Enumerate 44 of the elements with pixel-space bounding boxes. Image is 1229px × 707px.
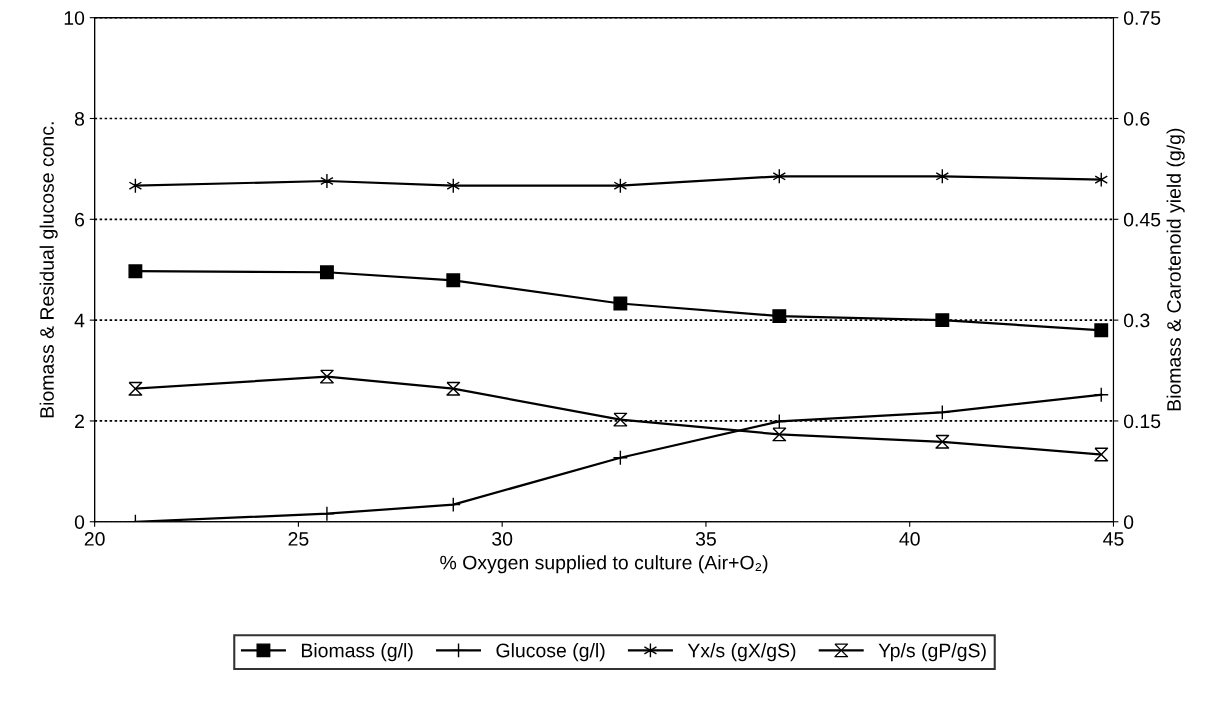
y2-tick-label: 0.75 — [1123, 11, 1161, 25]
legend-label: Biomass (g/l) — [301, 643, 413, 662]
y-axis-title: Biomass & Residual glucose conc. — [39, 122, 58, 418]
x-tick-label: 20 — [84, 532, 105, 546]
y2-tick-label: 0.45 — [1123, 212, 1161, 227]
y-tick-label: 8 — [74, 111, 85, 126]
y-tick-label: 10 — [64, 11, 85, 25]
x-tick-label: 40 — [899, 532, 920, 546]
point — [128, 264, 143, 279]
point — [935, 434, 950, 449]
point — [612, 450, 628, 466]
point — [935, 313, 950, 328]
y-tick-label: 6 — [75, 212, 85, 227]
point — [1094, 323, 1109, 338]
y-tick-label: 0 — [74, 515, 85, 529]
y2-tick-label: 0 — [1123, 515, 1134, 529]
legend-label: Glucose (g/l) — [496, 643, 605, 662]
point — [613, 296, 628, 311]
y2-tick-label: 0.3 — [1123, 313, 1150, 328]
point — [1094, 447, 1109, 462]
y2-axis-title: Biomass & Carotenoid yield (g/g) — [1166, 128, 1185, 411]
x-tick-label: 25 — [288, 532, 309, 546]
y-tick-label: 4 — [74, 313, 85, 328]
y2-tick-label: 0.15 — [1123, 414, 1161, 429]
legend-label: Yx/s (gX/gS) — [687, 643, 796, 662]
point — [446, 381, 461, 396]
point — [772, 309, 787, 324]
point — [772, 427, 787, 442]
x-axis-title: % Oxygen supplied to culture (Air+O₂) — [440, 555, 768, 574]
point — [1093, 387, 1109, 403]
point — [320, 173, 334, 189]
legend-label: Yp/s (gP/gS) — [878, 643, 986, 662]
point — [771, 413, 787, 430]
y2-tick-label: 0.6 — [1123, 111, 1150, 126]
point — [128, 381, 143, 396]
x-tick-label: 45 — [1103, 532, 1124, 546]
x-tick-label: 35 — [695, 532, 716, 546]
point — [319, 265, 334, 280]
point — [934, 404, 950, 421]
x-tick-label: 30 — [492, 532, 513, 546]
point — [319, 369, 334, 384]
point — [446, 273, 461, 288]
y-tick-label: 2 — [75, 414, 84, 428]
point — [613, 412, 628, 427]
